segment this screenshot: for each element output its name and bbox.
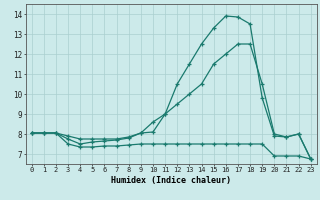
X-axis label: Humidex (Indice chaleur): Humidex (Indice chaleur) [111,176,231,185]
